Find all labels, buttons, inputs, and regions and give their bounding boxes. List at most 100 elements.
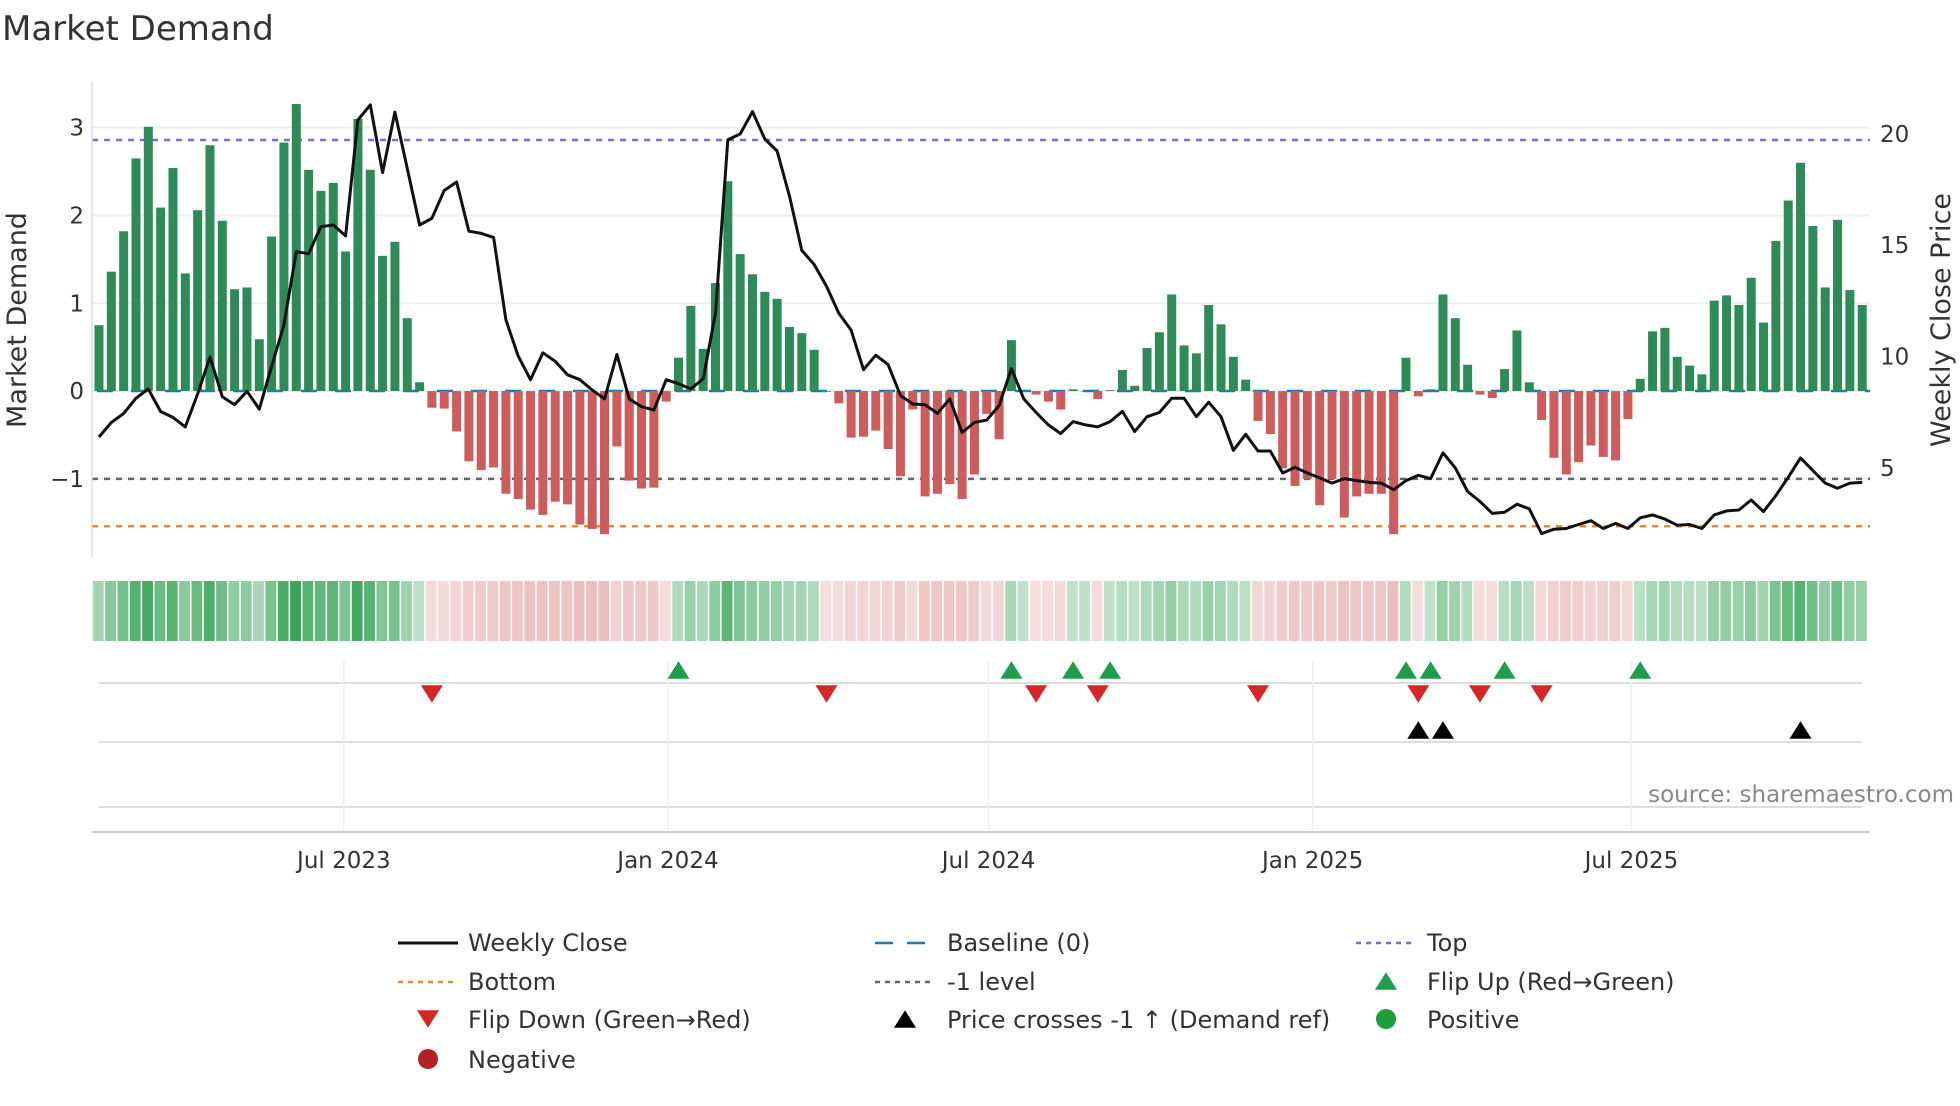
- y2-tick-label: 10: [1880, 345, 1909, 371]
- demand-bar: [735, 254, 745, 392]
- strip-cell: [401, 581, 412, 641]
- strip-cell: [869, 581, 881, 641]
- demand-bar: [612, 391, 622, 447]
- strip-cell: [1227, 581, 1239, 641]
- demand-bar: [1265, 391, 1275, 435]
- demand-bar: [674, 357, 684, 392]
- strip-cell: [364, 581, 375, 641]
- strip-cell: [327, 581, 338, 641]
- strip-cell: [931, 581, 943, 641]
- strip-cell: [1412, 581, 1423, 641]
- strip-cell: [980, 581, 992, 641]
- demand-bar: [1253, 391, 1263, 421]
- strip-cell: [758, 581, 770, 641]
- strip-cell: [573, 581, 585, 641]
- demand-bar: [994, 391, 1004, 440]
- flip-up-marker: [1394, 661, 1417, 679]
- strip-cell: [425, 581, 437, 641]
- strip-cell: [191, 581, 203, 641]
- flip-up-marker: [1000, 661, 1023, 679]
- demand-bar: [821, 391, 831, 392]
- demand-bar: [1796, 162, 1806, 392]
- strip-cell: [733, 581, 745, 641]
- demand-bar: [316, 190, 326, 392]
- strip-cell: [1769, 581, 1781, 641]
- strip-cell: [598, 581, 610, 641]
- demand-bar: [1709, 300, 1719, 392]
- strip-cell: [820, 581, 832, 641]
- strip-cell: [1029, 581, 1041, 641]
- strip-cell: [1387, 581, 1399, 641]
- demand-bar: [1759, 322, 1769, 392]
- legend-label: Weekly Close: [468, 929, 628, 957]
- strip-cell: [388, 581, 400, 641]
- strip-cell: [154, 581, 166, 641]
- legend-triangle-up-icon: [894, 1010, 916, 1028]
- strip-cell: [1486, 581, 1497, 641]
- demand-bar: [1623, 391, 1633, 420]
- demand-bar: [464, 391, 474, 462]
- demand-bar: [624, 391, 634, 481]
- demand-bar: [1463, 364, 1473, 392]
- strip-cell: [1535, 581, 1547, 641]
- demand-bar: [526, 391, 536, 510]
- legend-label: Positive: [1427, 1006, 1520, 1034]
- chart-title: Market Demand: [2, 9, 274, 49]
- strip-cell: [166, 581, 178, 641]
- demand-bar: [353, 118, 363, 392]
- legend-label: Negative: [468, 1046, 576, 1074]
- demand-bar: [1549, 391, 1559, 458]
- strip-cell: [1017, 581, 1029, 641]
- strip-cell: [1436, 581, 1448, 641]
- strip-cell: [179, 581, 190, 641]
- demand-bar: [1228, 356, 1238, 392]
- demand-bar: [1512, 330, 1522, 392]
- strip-cell: [1683, 581, 1695, 641]
- strip-cell: [807, 581, 819, 641]
- strip-cell: [462, 581, 474, 641]
- strip-cell: [1399, 581, 1411, 641]
- strip-cell: [1510, 581, 1522, 641]
- demand-bars: [94, 103, 1867, 535]
- demand-bar: [587, 391, 597, 529]
- legend-triangle-down-icon: [417, 1010, 439, 1028]
- flip-down-marker: [1086, 685, 1109, 703]
- strip-cell: [1621, 581, 1633, 641]
- demand-bar: [1339, 391, 1349, 518]
- demand-bar: [1524, 382, 1534, 392]
- demand-bar: [1833, 219, 1843, 392]
- strip-cell: [1424, 581, 1436, 641]
- flip-up-marker: [1419, 661, 1442, 679]
- demand-bar: [1771, 240, 1781, 392]
- strip-cell: [1856, 581, 1867, 641]
- demand-bar: [711, 283, 720, 392]
- strip-cell: [697, 581, 708, 641]
- legend-label: Flip Down (Green→Red): [468, 1006, 751, 1034]
- legend-label: Baseline (0): [947, 929, 1090, 957]
- strip-cell: [1745, 581, 1756, 641]
- strip-cell: [487, 581, 499, 641]
- demand-bar: [106, 271, 116, 392]
- y-axis-label: Market Demand: [2, 212, 33, 428]
- demand-bar: [1672, 356, 1682, 392]
- strip-cell: [635, 581, 647, 641]
- demand-bar: [1808, 225, 1818, 392]
- flip-down-marker: [1468, 685, 1491, 703]
- flip-up-marker: [1629, 661, 1652, 679]
- demand-bar: [1327, 391, 1337, 479]
- demand-bar: [1586, 391, 1596, 446]
- flip-up-marker: [667, 661, 690, 679]
- strip-cell: [660, 581, 671, 641]
- strip-cell: [413, 581, 425, 641]
- weekly-close-polyline: [97, 103, 1863, 536]
- demand-heat-strip: [92, 581, 1867, 641]
- strip-cell: [1732, 581, 1744, 641]
- strip-cell: [881, 581, 893, 641]
- demand-bar: [809, 349, 819, 392]
- demand-bar: [1475, 391, 1485, 395]
- strip-cell: [1251, 581, 1263, 641]
- demand-bar: [883, 391, 893, 450]
- demand-bar: [1130, 385, 1140, 392]
- demand-bar: [871, 391, 881, 431]
